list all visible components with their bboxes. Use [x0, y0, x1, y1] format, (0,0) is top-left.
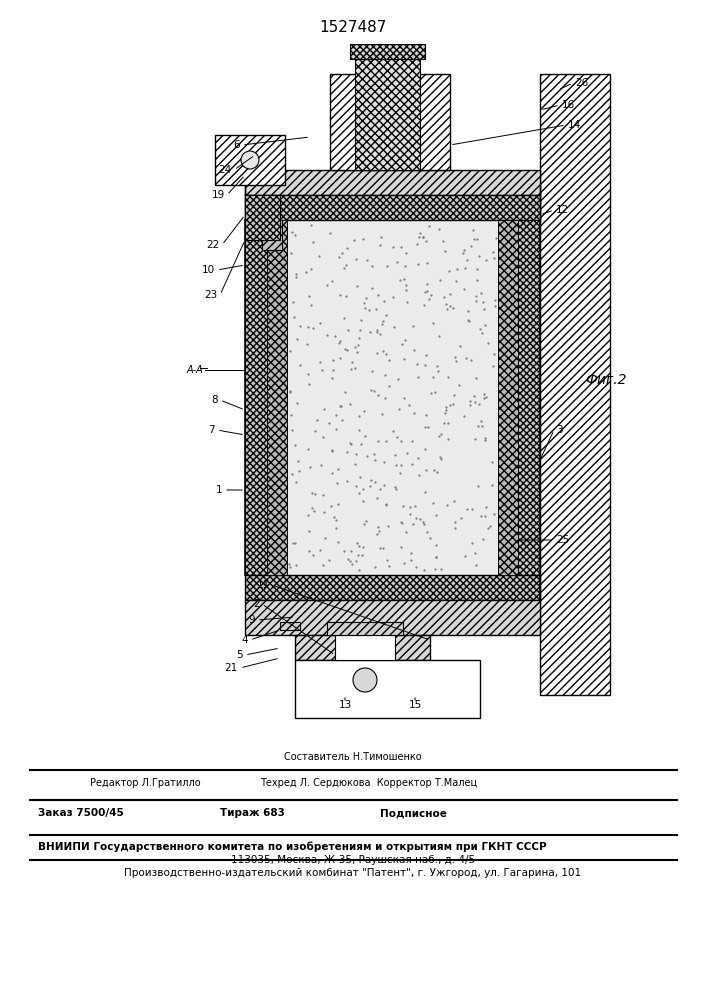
- Polygon shape: [498, 220, 518, 575]
- Text: 2: 2: [253, 599, 260, 609]
- Circle shape: [353, 668, 377, 692]
- Polygon shape: [295, 660, 480, 718]
- Circle shape: [241, 151, 259, 169]
- Text: 1: 1: [216, 485, 222, 495]
- Text: 26: 26: [575, 78, 588, 88]
- Text: 10: 10: [202, 265, 215, 275]
- Text: 11: 11: [257, 580, 270, 590]
- Polygon shape: [245, 600, 540, 635]
- Text: 16: 16: [562, 100, 575, 110]
- Polygon shape: [355, 59, 420, 170]
- Text: 4: 4: [241, 635, 248, 645]
- Text: 19: 19: [212, 190, 225, 200]
- Polygon shape: [327, 622, 403, 635]
- Polygon shape: [215, 135, 285, 185]
- Polygon shape: [245, 220, 267, 575]
- Text: Фиг.2: Фиг.2: [585, 373, 626, 387]
- Text: 14: 14: [568, 120, 581, 130]
- Text: Техред Л. Сердюкова  Корректор Т.Малец: Техред Л. Сердюкова Корректор Т.Малец: [260, 778, 477, 788]
- Polygon shape: [267, 220, 287, 575]
- Text: 7: 7: [209, 425, 215, 435]
- Text: 21: 21: [225, 663, 238, 673]
- Text: 15: 15: [409, 700, 421, 710]
- Polygon shape: [330, 74, 450, 170]
- Text: 12: 12: [556, 205, 569, 215]
- Polygon shape: [262, 220, 282, 250]
- Polygon shape: [335, 635, 395, 660]
- Polygon shape: [245, 575, 540, 600]
- Text: 5: 5: [236, 650, 243, 660]
- Text: A-A: A-A: [186, 365, 203, 375]
- Polygon shape: [295, 635, 430, 660]
- Polygon shape: [280, 622, 300, 630]
- Text: 24: 24: [218, 165, 232, 175]
- Polygon shape: [540, 74, 610, 695]
- Text: Производственно-издательский комбинат "Патент", г. Ужгород, ул. Гагарина, 101: Производственно-издательский комбинат "П…: [124, 868, 582, 878]
- Text: Редактор Л.Гратилло: Редактор Л.Гратилло: [90, 778, 201, 788]
- Text: Тираж 683: Тираж 683: [220, 808, 285, 818]
- Polygon shape: [245, 195, 280, 240]
- Text: 23: 23: [205, 290, 218, 300]
- Polygon shape: [350, 44, 425, 59]
- Text: 6: 6: [233, 140, 240, 150]
- Text: 1527487: 1527487: [320, 20, 387, 35]
- Text: Заказ 7500/45: Заказ 7500/45: [38, 808, 124, 818]
- Polygon shape: [287, 220, 498, 575]
- Text: ВНИИПИ Государственного комитета по изобретениям и открытиям при ГКНТ СССР: ВНИИПИ Государственного комитета по изоб…: [38, 842, 547, 852]
- Polygon shape: [245, 170, 540, 195]
- Text: 9: 9: [248, 615, 255, 625]
- Text: Составитель Н.Тимошенко: Составитель Н.Тимошенко: [284, 752, 422, 762]
- Text: 22: 22: [206, 240, 220, 250]
- Text: 3: 3: [556, 425, 563, 435]
- Text: 13: 13: [339, 700, 351, 710]
- Polygon shape: [518, 220, 540, 575]
- Text: 25: 25: [556, 535, 569, 545]
- Text: Подписное: Подписное: [380, 808, 447, 818]
- Polygon shape: [245, 195, 540, 220]
- Text: 8: 8: [211, 395, 218, 405]
- Text: 113035, Москва, Ж-35, Раушская наб., д. 4/5: 113035, Москва, Ж-35, Раушская наб., д. …: [231, 855, 475, 865]
